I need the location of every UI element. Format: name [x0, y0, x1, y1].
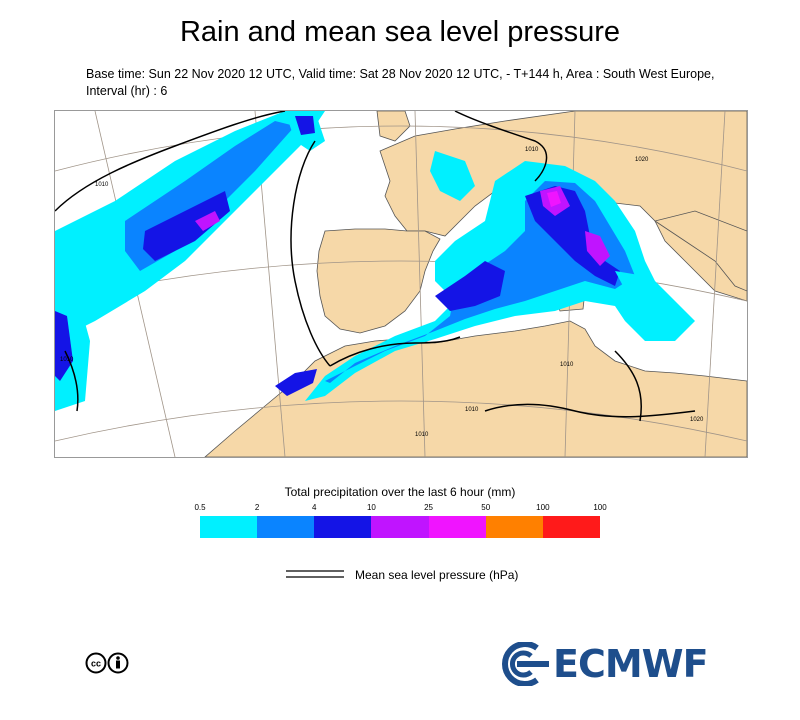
rain-med-heavy — [435, 261, 505, 311]
rain-atlantic-core — [195, 211, 220, 231]
scale-tick-label: 2 — [254, 503, 260, 512]
pressure-legend-line — [286, 570, 344, 578]
precipitation-map: 1010 1010 1010 1010 1020 1010 1010 1020 — [54, 110, 748, 458]
svg-text:cc: cc — [91, 659, 101, 669]
land-balkans — [654, 210, 747, 292]
isobar-label: 1010 — [60, 357, 74, 363]
rain-north-heavy — [295, 116, 315, 135]
land-iberia — [316, 228, 441, 334]
isobar-label: 1010 — [415, 432, 429, 438]
isobar-label: 1020 — [635, 157, 649, 163]
scale-tick-label: 50 — [481, 503, 491, 512]
chart-subtitle: Base time: Sun 22 Nov 2020 12 UTC, Valid… — [86, 67, 715, 98]
isobar-labels: 1010 1010 1010 1010 1020 1010 1010 1020 — [60, 147, 704, 438]
precipitation-color-scale — [200, 516, 600, 538]
precipitation-legend-title: Total precipitation over the last 6 hour… — [284, 485, 516, 499]
isobar-label: 1020 — [690, 417, 704, 423]
ecmwf-logo-icon — [502, 642, 549, 686]
scale-swatch — [314, 516, 372, 538]
scale-tick-label: 10 — [366, 503, 376, 512]
ecmwf-logo-text: ECMWF — [553, 642, 709, 686]
scale-swatch — [485, 516, 543, 538]
chart-title: Rain and mean sea level pressure — [179, 16, 621, 48]
isobar-label: 1010 — [95, 182, 109, 188]
precipitation-layer — [55, 111, 695, 411]
rain-west-heavy — [55, 311, 73, 381]
scale-tick-label: 25 — [424, 503, 434, 512]
rain-atlantic-heavy — [143, 191, 230, 261]
cc-by-icon: cc — [85, 652, 129, 674]
scale-swatch — [542, 516, 600, 538]
scale-swatch — [200, 516, 258, 538]
rain-southwest-heavy — [275, 369, 317, 396]
isobar-label: 1010 — [525, 147, 539, 153]
scale-swatch — [428, 516, 486, 538]
precipitation-scale-ticks: 0.5 2 4 10 25 50 100 100 — [194, 503, 606, 515]
rain-west-light — [55, 281, 90, 411]
scale-tick-label: 4 — [312, 503, 317, 512]
rain-france-light — [430, 151, 475, 201]
rain-southeast-light — [615, 271, 665, 306]
rain-ligurian-peak — [547, 191, 561, 207]
isobar-label: 1010 — [560, 362, 574, 368]
scale-swatch — [371, 516, 429, 538]
scale-tick-label: 0.5 — [194, 503, 206, 512]
scale-tick-label: 100 — [536, 503, 550, 512]
scale-swatch — [257, 516, 315, 538]
isobar-label: 1010 — [465, 407, 479, 413]
ecmwf-logo: ECMWF — [497, 642, 709, 686]
rain-italy-core — [585, 231, 610, 266]
scale-tick-label: 100 — [593, 503, 607, 512]
isobars — [55, 111, 696, 422]
map-canvas: 1010 1010 1010 1010 1020 1010 1010 1020 — [55, 111, 747, 457]
pressure-legend-label: Mean sea level pressure (hPa) — [355, 568, 519, 582]
